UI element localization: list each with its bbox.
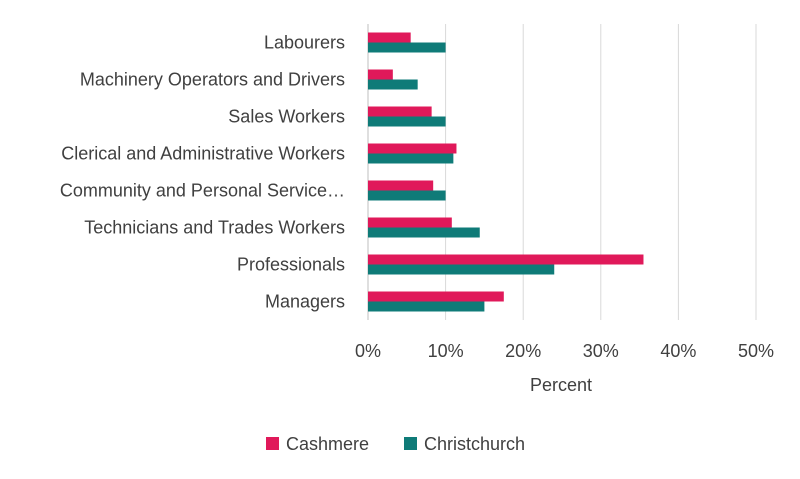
category-label: Sales Workers [228, 107, 345, 127]
bar-cashmere-4 [368, 180, 434, 191]
x-tick-label: 30% [583, 341, 619, 361]
legend-swatch-christchurch [404, 437, 417, 450]
legend-label-cashmere: Cashmere [286, 434, 369, 454]
bar-cashmere-6 [368, 254, 644, 265]
category-labels: Labourers Machinery Operators and Drivers… [60, 33, 345, 312]
gridlines [367, 24, 757, 320]
category-label: Labourers [264, 33, 345, 53]
x-axis-title: Percent [530, 375, 592, 395]
bar-christchurch-5 [368, 227, 480, 238]
bar-christchurch-3 [368, 153, 454, 164]
category-label: Managers [265, 292, 345, 312]
bar-christchurch-7 [368, 301, 485, 312]
bar-christchurch-0 [368, 42, 446, 53]
legend-swatch-cashmere [266, 437, 279, 450]
x-tick-label: 20% [505, 341, 541, 361]
bar-cashmere-3 [368, 143, 457, 154]
legend-label-christchurch: Christchurch [424, 434, 525, 454]
bar-cashmere-0 [368, 32, 411, 43]
category-label: Clerical and Administrative Workers [61, 144, 345, 164]
bar-christchurch-6 [368, 264, 555, 275]
category-label: Professionals [237, 255, 345, 275]
legend: Cashmere Christchurch [266, 434, 525, 454]
x-tick-labels: 0% 10% 20% 30% 40% 50% [355, 341, 774, 361]
category-label: Community and Personal Service… [60, 181, 345, 201]
x-tick-label: 40% [660, 341, 696, 361]
bars [368, 32, 644, 312]
category-label: Technicians and Trades Workers [84, 218, 345, 238]
bar-christchurch-1 [368, 79, 418, 90]
bar-christchurch-4 [368, 190, 446, 201]
bar-cashmere-1 [368, 69, 393, 80]
x-tick-label: 50% [738, 341, 774, 361]
bar-cashmere-5 [368, 217, 452, 228]
bar-cashmere-2 [368, 106, 432, 117]
bar-christchurch-2 [368, 116, 446, 127]
bar-cashmere-7 [368, 291, 504, 302]
x-tick-label: 0% [355, 341, 381, 361]
x-tick-label: 10% [428, 341, 464, 361]
category-label: Machinery Operators and Drivers [80, 70, 345, 90]
